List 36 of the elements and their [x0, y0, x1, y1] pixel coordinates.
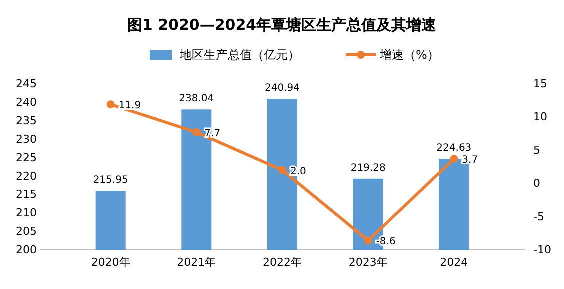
x-tick-label: 2020年	[91, 256, 130, 270]
data-label: 219.28	[350, 162, 386, 174]
legend-label: 地区生产总值（亿元）	[179, 48, 300, 62]
data-label: 215.95	[93, 175, 128, 186]
y-tick-label: 210	[16, 206, 37, 220]
data-label: 3.7	[462, 155, 478, 166]
y-tick-label: 245	[16, 78, 37, 91]
x-tick-label: 2023年	[348, 256, 388, 270]
y-tick-label: 230	[16, 132, 37, 146]
y-tick-label: 200	[16, 244, 37, 257]
x-tick-label: 2022年	[263, 256, 302, 270]
legend-label: 增速（%）	[379, 48, 440, 62]
chart-title: 图1 2020—2024年覃塘区生产总值及其增速	[127, 16, 438, 34]
y-tick-label: 235	[16, 114, 37, 128]
point	[450, 155, 458, 164]
x-tick-label: 2024	[440, 256, 468, 270]
y-tick-label: 205	[16, 225, 37, 238]
y-tick-label: 220	[16, 170, 37, 183]
data-label: 224.63	[436, 143, 472, 154]
data-label: 240.94	[265, 82, 300, 94]
point	[192, 128, 201, 136]
y2-tick-label: -5	[534, 210, 544, 224]
y2-tick-label: 5	[534, 144, 540, 157]
data-label: 11.9	[118, 100, 142, 112]
y2-tick-label: 15	[534, 78, 548, 91]
y-tick-label: 240	[16, 96, 37, 109]
y2-tick-label: -10	[534, 244, 552, 257]
data-label: 238.04	[179, 94, 214, 105]
y2-tick-label: 0	[534, 177, 540, 190]
point	[278, 166, 286, 174]
y-tick-label: 225	[16, 151, 37, 164]
y-tick-label: 215	[16, 188, 37, 202]
y2-tick-label: 10	[534, 110, 548, 124]
point	[364, 236, 372, 245]
point	[106, 100, 115, 109]
x-tick-label: 2021年	[177, 256, 216, 270]
